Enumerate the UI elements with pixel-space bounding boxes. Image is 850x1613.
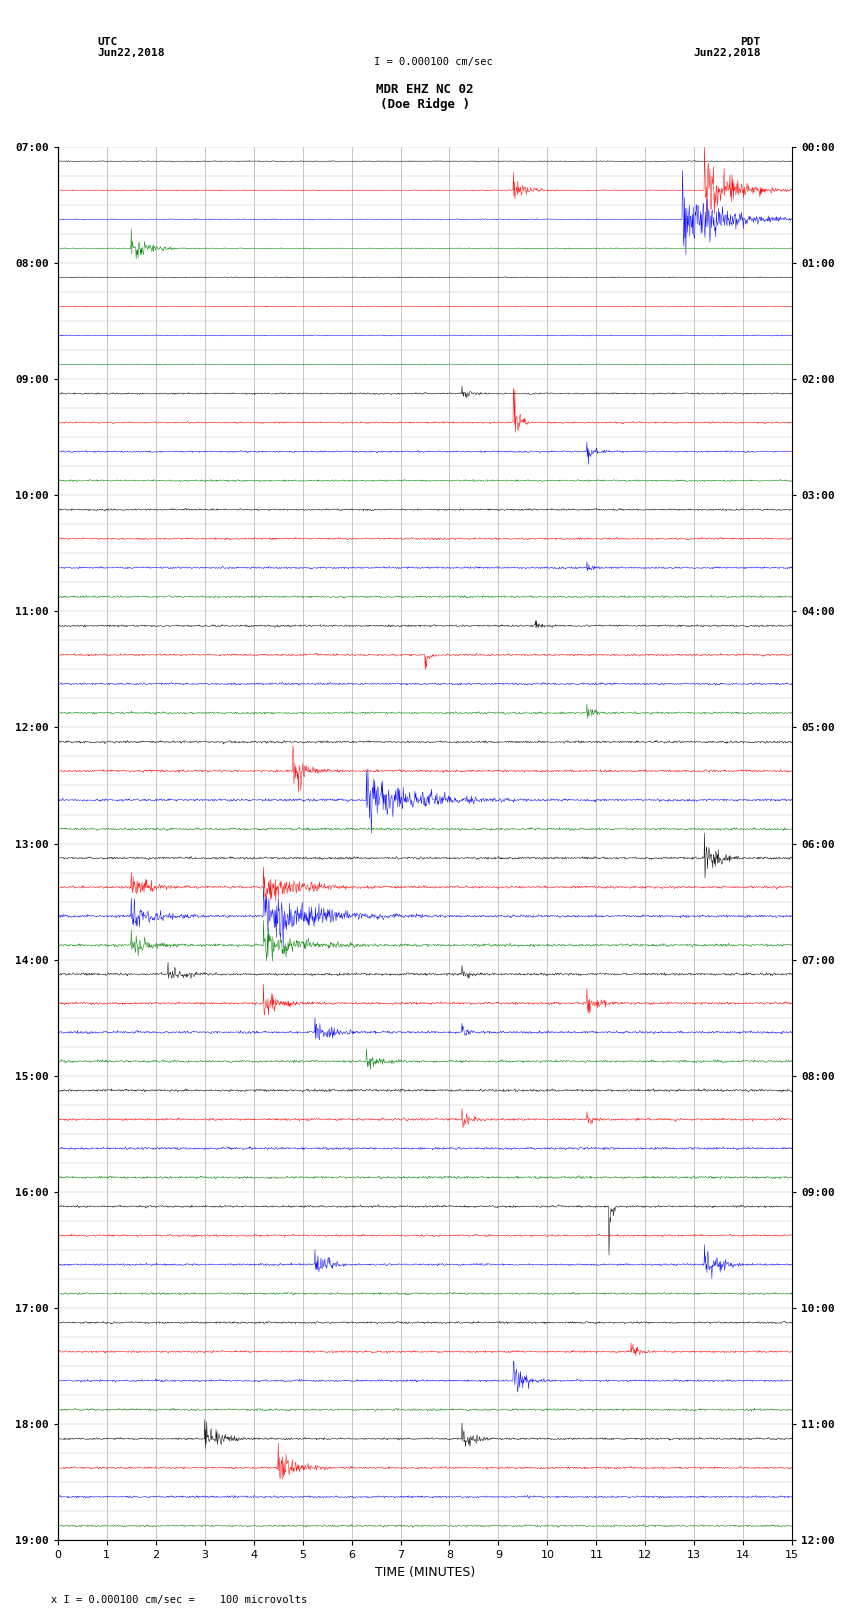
Text: Jun22,2018: Jun22,2018: [98, 48, 165, 58]
Text: x I = 0.000100 cm/sec =    100 microvolts: x I = 0.000100 cm/sec = 100 microvolts: [51, 1595, 307, 1605]
Title: MDR EHZ NC 02
(Doe Ridge ): MDR EHZ NC 02 (Doe Ridge ): [377, 82, 473, 111]
Text: UTC: UTC: [98, 37, 118, 47]
X-axis label: TIME (MINUTES): TIME (MINUTES): [375, 1566, 475, 1579]
Text: Jun22,2018: Jun22,2018: [694, 48, 761, 58]
Text: PDT: PDT: [740, 37, 761, 47]
Text: I = 0.000100 cm/sec: I = 0.000100 cm/sec: [374, 56, 493, 66]
